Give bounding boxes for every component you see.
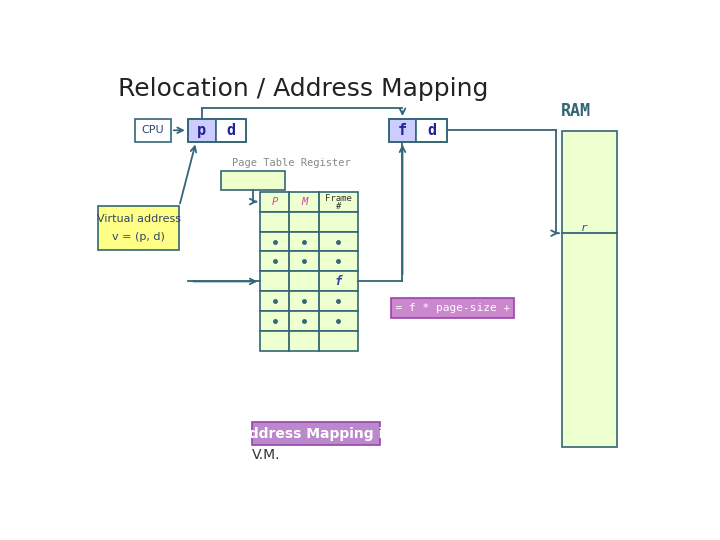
FancyBboxPatch shape xyxy=(99,206,179,250)
Text: f: f xyxy=(335,275,342,288)
FancyBboxPatch shape xyxy=(135,119,171,141)
FancyBboxPatch shape xyxy=(416,119,447,141)
Text: M: M xyxy=(301,197,307,207)
FancyBboxPatch shape xyxy=(221,171,285,190)
Text: p: p xyxy=(197,123,206,138)
Text: Address Mapping in: Address Mapping in xyxy=(238,427,394,441)
FancyBboxPatch shape xyxy=(389,119,416,141)
FancyBboxPatch shape xyxy=(260,232,358,252)
Text: P: P xyxy=(271,197,278,207)
Text: CPU: CPU xyxy=(141,125,164,136)
Text: r: r xyxy=(580,223,588,233)
Text: Relocation / Address Mapping: Relocation / Address Mapping xyxy=(118,77,488,102)
Text: Page Table Register: Page Table Register xyxy=(233,158,351,167)
FancyBboxPatch shape xyxy=(392,298,514,319)
FancyBboxPatch shape xyxy=(260,332,358,352)
FancyBboxPatch shape xyxy=(260,212,358,232)
Text: d: d xyxy=(226,123,235,138)
Text: r = f * page-size + d: r = f * page-size + d xyxy=(382,303,523,313)
FancyBboxPatch shape xyxy=(260,192,358,212)
FancyBboxPatch shape xyxy=(260,272,358,292)
FancyBboxPatch shape xyxy=(260,312,358,332)
Text: Virtual address: Virtual address xyxy=(96,214,181,224)
Text: V.M.: V.M. xyxy=(252,448,280,462)
FancyBboxPatch shape xyxy=(252,422,380,446)
Text: #: # xyxy=(336,202,341,211)
Text: v = (p, d): v = (p, d) xyxy=(112,232,166,242)
Text: RAM: RAM xyxy=(560,102,590,119)
FancyBboxPatch shape xyxy=(562,131,617,447)
Text: Frame: Frame xyxy=(325,194,352,203)
Text: d: d xyxy=(427,123,436,138)
FancyBboxPatch shape xyxy=(215,119,246,141)
FancyBboxPatch shape xyxy=(188,119,215,141)
FancyBboxPatch shape xyxy=(260,252,358,272)
Text: f: f xyxy=(398,123,407,138)
FancyBboxPatch shape xyxy=(260,292,358,312)
